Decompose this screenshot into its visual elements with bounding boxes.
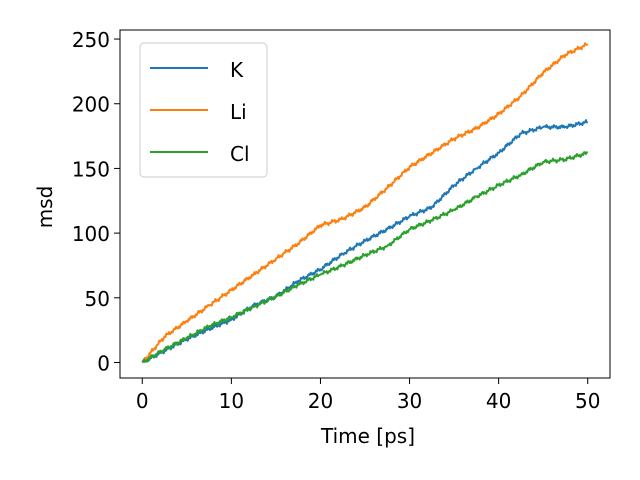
x-tick-label: 50 xyxy=(575,389,600,413)
x-tick-label: 30 xyxy=(397,389,422,413)
y-tick-label: 250 xyxy=(72,28,110,52)
series-line-k xyxy=(141,119,589,363)
y-tick-label: 0 xyxy=(97,351,110,375)
plot-frame xyxy=(119,29,611,379)
x-tick-label: 0 xyxy=(136,389,149,413)
legend-label-cl: Cl xyxy=(230,142,250,166)
y-tick-label: 150 xyxy=(72,157,110,181)
series-line-li xyxy=(141,42,589,364)
x-tick-label: 20 xyxy=(308,389,333,413)
x-axis-label: Time [ps] xyxy=(320,424,415,448)
y-axis-label: msd xyxy=(33,186,57,229)
y-axis: 0 50 100 150 200 250 xyxy=(72,28,120,375)
x-tick-label: 10 xyxy=(219,389,244,413)
legend-label-li: Li xyxy=(230,100,247,124)
legend-label-k: K xyxy=(230,58,244,82)
y-tick-label: 100 xyxy=(72,222,110,246)
x-tick-label: 40 xyxy=(486,389,511,413)
series-line-cl xyxy=(141,151,589,364)
y-tick-label: 200 xyxy=(72,93,110,117)
series-layer xyxy=(141,42,589,364)
x-axis: 0 10 20 30 40 50 xyxy=(136,378,600,413)
y-tick-label: 50 xyxy=(85,287,110,311)
legend: K Li Cl xyxy=(139,42,268,178)
